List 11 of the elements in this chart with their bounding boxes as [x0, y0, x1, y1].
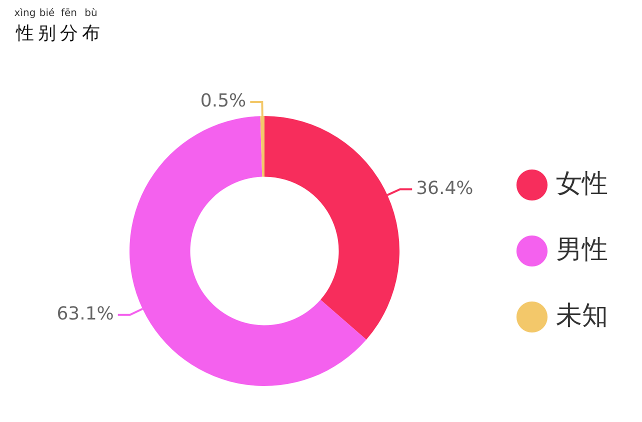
legend-label: 未知: [556, 300, 608, 331]
data-label: 63.1%: [56, 304, 114, 325]
legend-label: 男性: [556, 234, 608, 265]
data-label: 0.5%: [200, 90, 246, 112]
legend-label: 女性: [556, 168, 608, 199]
chart-title: 性别分布: [14, 23, 104, 44]
text: bù: [84, 8, 98, 21]
text: fēn: [60, 8, 78, 21]
data-label: 36.4%: [416, 178, 474, 199]
text: bié: [38, 8, 56, 21]
text: xìng: [14, 8, 36, 21]
